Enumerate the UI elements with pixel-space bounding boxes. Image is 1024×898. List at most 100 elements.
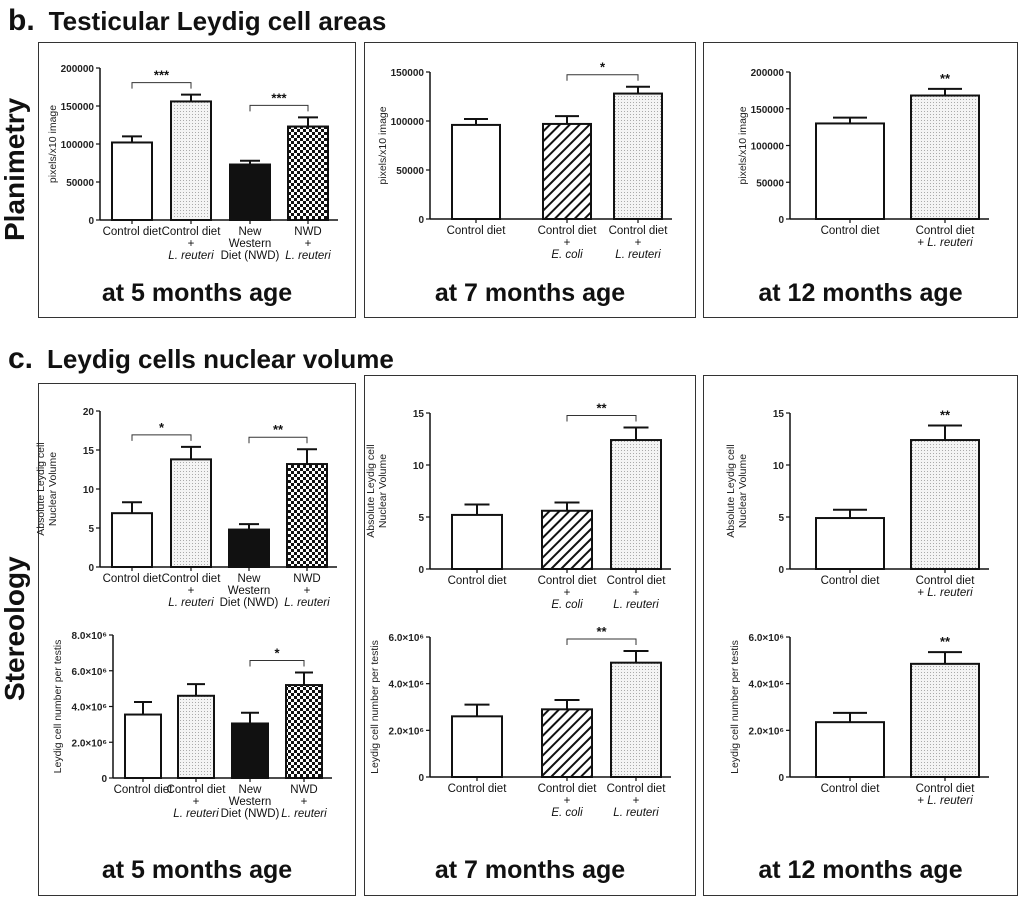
- category-label-line: L. reuteri: [615, 249, 661, 261]
- category-label-line: +: [564, 587, 571, 599]
- category-label-line: Control diet: [103, 226, 163, 238]
- significance-label: **: [940, 407, 951, 422]
- category-label-line: NWD: [294, 226, 321, 238]
- age-label: at 5 months age: [101, 856, 293, 884]
- category-label-line: Diet (NWD): [221, 808, 280, 820]
- chart-nucvol-5mo: 0 5 10 15 20 Absolute Leydig cellNuclear Volu…: [35, 407, 337, 609]
- y-tick-label: 6.0×10⁶: [749, 633, 784, 644]
- category-label-line: + L. reuteri: [917, 237, 973, 249]
- significance-bracket: [566, 74, 639, 81]
- y-tick-label: 100000: [61, 140, 95, 151]
- y-tick-label: 0: [418, 565, 424, 576]
- category-label: Control diet + L. reuteri: [916, 783, 976, 807]
- bar: [542, 122, 592, 220]
- y-tick-label: 5: [88, 524, 94, 535]
- category-label: Control diet + L. reuteri: [609, 225, 669, 261]
- y-tick-label: 50000: [756, 178, 784, 189]
- y-tick-label: 150000: [61, 102, 95, 113]
- section-b-title: b. Testicular Leydig cell areas: [8, 4, 386, 38]
- chart-area-5mo: 0 50000 100000 150000 200000 pixels/x10 image…: [47, 64, 338, 262]
- chart-area-12mo: 0 50000 100000 150000 200000 pixels/x10 image…: [737, 68, 989, 249]
- section-c-title: c. Leydig cells nuclear volume: [8, 342, 394, 376]
- category-label-line: New: [238, 784, 262, 796]
- category-label-line: Control diet: [114, 784, 174, 796]
- bar: [229, 163, 271, 222]
- y-axis-label: pixels/x10 image: [737, 106, 749, 184]
- category-label: Control diet + L. reuteri: [916, 575, 976, 599]
- category-label-line: L. reuteri: [168, 250, 214, 262]
- category-label-line: Control diet: [538, 225, 598, 237]
- species-name: L. reuteri: [927, 587, 973, 599]
- category-label: Control diet: [448, 575, 508, 587]
- bar: [285, 684, 323, 779]
- significance-label: **: [273, 422, 284, 437]
- significance-bracket: [131, 82, 192, 89]
- age-label: at 7 months age: [434, 856, 626, 884]
- category-label-line: L. reuteri: [168, 597, 214, 609]
- category-label-line: Control diet: [538, 783, 598, 795]
- y-axis-label: Absolute Leydig cellNuclear Volume: [725, 444, 749, 537]
- panel-stereo-5mo: at 5 months age: [38, 383, 356, 896]
- y-tick-label: 4.0×10⁶: [389, 680, 424, 691]
- age-label: at 5 months age: [101, 279, 293, 307]
- category-label: New Western Diet (NWD): [220, 573, 279, 609]
- plus: +: [917, 795, 927, 807]
- category-label: Control diet + L. reuteri: [607, 783, 667, 819]
- significance-label: *: [274, 646, 280, 661]
- category-label-line: +: [188, 238, 195, 250]
- category-label-line: Control diet: [821, 225, 881, 237]
- category-label-line: E. coli: [551, 807, 583, 819]
- category-label-line: Control diet: [916, 783, 976, 795]
- bar: [910, 94, 980, 220]
- y-tick-label: 200000: [751, 68, 785, 79]
- category-label: Control diet: [447, 225, 507, 237]
- bar: [610, 439, 662, 571]
- bar: [541, 509, 593, 571]
- bar: [111, 512, 153, 568]
- category-label: NWD + L. reuteri: [285, 226, 331, 262]
- chart-area-7mo: 0 50000 100000 150000 pixels/x10 image Contro…: [377, 60, 672, 261]
- category-label-line: Control diet: [607, 783, 667, 795]
- category-label-line: +: [193, 796, 200, 808]
- category-label-line: Diet (NWD): [221, 250, 280, 262]
- category-label-line: L. reuteri: [173, 808, 219, 820]
- y-tick-label: 0: [778, 565, 784, 576]
- y-tick-label: 0: [101, 774, 107, 785]
- panel-stereo-7mo: at 7 months age: [364, 375, 696, 896]
- species-name: L. reuteri: [927, 795, 973, 807]
- category-label-line: Control diet: [162, 573, 222, 585]
- y-tick-label: 4.0×10⁶: [72, 703, 107, 714]
- bar: [170, 100, 212, 221]
- category-label-line: Control diet: [103, 573, 163, 585]
- y-tick-label: 5: [778, 513, 784, 524]
- y-tick-label: 0: [418, 215, 424, 226]
- y-tick-label: 50000: [66, 178, 94, 189]
- category-label-line: Control diet: [162, 226, 222, 238]
- bar: [541, 708, 593, 778]
- category-label-line: Control diet: [167, 784, 227, 796]
- category-label-line: + L. reuteri: [917, 587, 973, 599]
- category-label: NWD + L. reuteri: [281, 784, 327, 820]
- category-label-line: +: [633, 795, 640, 807]
- category-label-line: L. reuteri: [281, 808, 327, 820]
- y-tick-label: 200000: [61, 64, 95, 75]
- bar: [451, 715, 503, 778]
- panel-area-5mo: at 5 months age: [38, 42, 356, 318]
- bar: [815, 517, 885, 570]
- category-label-line: +: [305, 238, 312, 250]
- y-axis-label: Absolute Leydig cellNuclear Volume: [35, 442, 59, 535]
- bar: [815, 122, 885, 220]
- y-tick-label: 100000: [391, 117, 425, 128]
- bar: [910, 439, 980, 571]
- y-tick-label: 15: [773, 409, 785, 420]
- category-label: New Western Diet (NWD): [221, 226, 280, 262]
- category-label-line: Control diet: [447, 225, 507, 237]
- y-axis-label: Absolute Leydig cellNuclear Volume: [365, 444, 389, 537]
- species-name: L. reuteri: [927, 237, 973, 249]
- bar: [170, 458, 212, 568]
- y-tick-label: 6.0×10⁶: [389, 633, 424, 644]
- category-label: NWD + L. reuteri: [284, 573, 330, 609]
- y-tick-label: 0: [418, 773, 424, 784]
- category-label: Control diet + E. coli: [538, 225, 598, 261]
